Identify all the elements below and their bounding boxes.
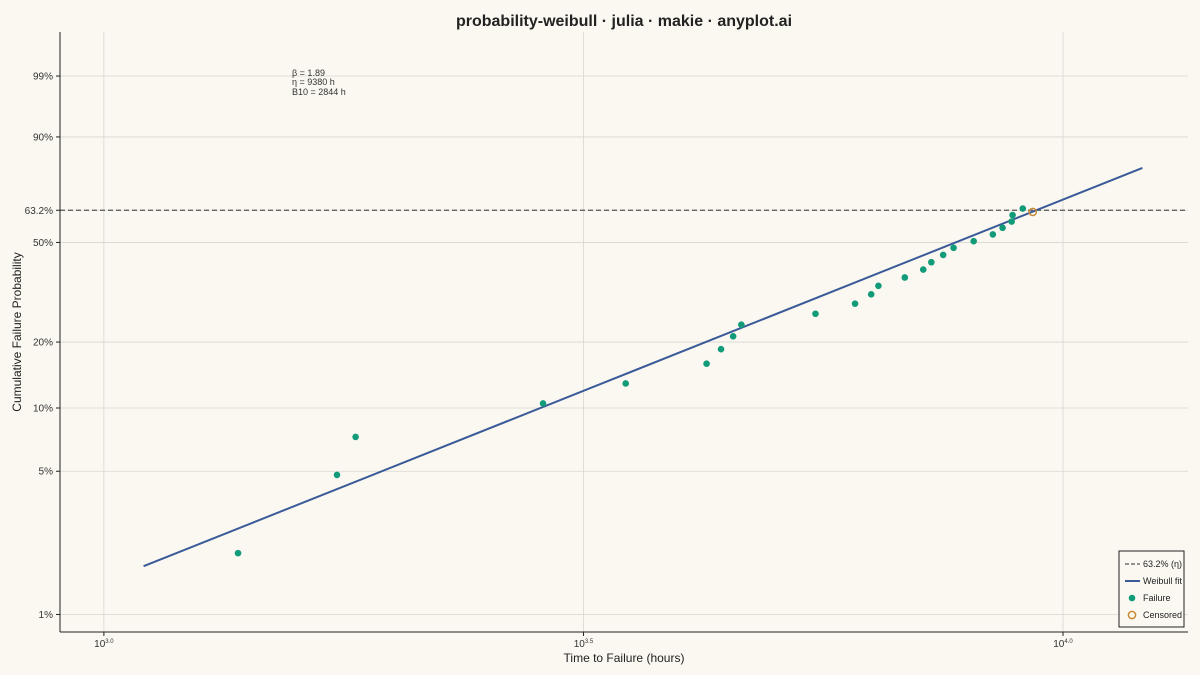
y-tick-label: 10% <box>33 403 53 414</box>
failure-point <box>851 300 859 307</box>
failure-point <box>1019 205 1027 212</box>
legend-label: Weibull fit <box>1143 576 1182 586</box>
chart-title: probability-weibull · julia · makie · an… <box>456 13 792 30</box>
annotation-b10: B10 = 2844 h <box>292 87 346 97</box>
failure-point <box>1009 211 1016 219</box>
failure-point <box>352 433 359 441</box>
failure-point <box>867 291 875 298</box>
y-tick-label: 99% <box>33 72 53 83</box>
y-tick-label: 90% <box>33 132 53 143</box>
y-axis-title: Cumulative Failure Probability <box>10 252 24 411</box>
legend-label: 63.2% (η) <box>1143 559 1182 569</box>
legend-marker <box>1128 594 1136 602</box>
failure-point <box>738 321 745 329</box>
legend: 63.2% (η) Weibull fit Failure Censored <box>1118 550 1185 628</box>
x-tick-label: 103.0 <box>94 639 114 650</box>
annotation-eta: η = 9380 h <box>292 77 335 87</box>
legend-box <box>1118 550 1185 628</box>
y-tick-label: 63.2% <box>25 206 53 217</box>
x-axis-title: Time to Failure (hours) <box>564 651 685 665</box>
x-tick-labels: 103.0 103.5 104.0 <box>94 632 1073 650</box>
failure-point <box>234 549 242 557</box>
failure-point <box>950 244 957 252</box>
x-tick-label: 104.0 <box>1053 639 1073 650</box>
annotation-beta: β = 1.89 <box>292 68 325 78</box>
failure-point <box>970 237 977 245</box>
failure-point <box>539 400 547 407</box>
failure-point <box>729 332 737 340</box>
axes <box>59 32 1188 633</box>
failure-point <box>939 251 947 259</box>
legend-label: Censored <box>1143 610 1182 620</box>
failure-point <box>989 231 997 238</box>
fit-line <box>143 167 1143 568</box>
failure-point <box>812 310 819 318</box>
failure-point <box>875 282 882 290</box>
parameter-annotation: β = 1.89 η = 9380 h B10 = 2844 h <box>292 68 346 97</box>
y-tick-labels: 1% 5% 10% 20% 50% 63.2% 90% 99% <box>25 72 60 621</box>
failure-point <box>928 258 935 266</box>
failure-point <box>999 224 1006 232</box>
failure-point <box>1008 218 1015 225</box>
y-tick-label: 20% <box>33 338 53 349</box>
data-points <box>234 205 1038 557</box>
failure-point <box>919 266 927 273</box>
legend-marker <box>1127 610 1137 620</box>
grid-lines <box>60 32 1188 632</box>
y-tick-label: 5% <box>39 467 54 478</box>
failure-point <box>717 345 725 353</box>
failure-point <box>622 380 630 387</box>
y-tick-label: 50% <box>33 238 53 249</box>
failure-point <box>901 274 909 281</box>
x-tick-label: 103.5 <box>574 639 594 650</box>
censored-point <box>1028 207 1038 217</box>
y-tick-label: 1% <box>39 610 54 621</box>
failure-point <box>703 360 710 368</box>
failure-point <box>333 471 341 479</box>
legend-label: Failure <box>1143 593 1171 603</box>
weibull-fit-line <box>143 167 1143 568</box>
